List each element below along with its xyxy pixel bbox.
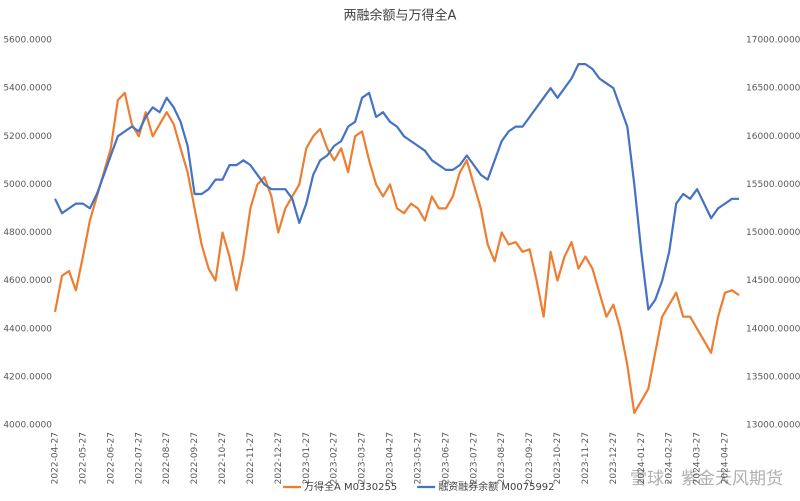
y2-tick-label: 16500.0000 bbox=[746, 84, 800, 94]
y2-tick-label: 15500.0000 bbox=[746, 180, 800, 190]
y-tick-label: 5200.0000 bbox=[3, 132, 52, 142]
y2-tick-label: 16000.0000 bbox=[746, 132, 800, 142]
y2-tick-label: 17000.0000 bbox=[746, 36, 800, 46]
y-tick-label: 4400.0000 bbox=[3, 324, 52, 334]
y-tick-label: 5400.0000 bbox=[3, 84, 52, 94]
x-tick-label: 2024-02-27 bbox=[665, 432, 675, 484]
x-tick-label: 2023-05-27 bbox=[413, 432, 423, 484]
x-tick-label: 2022-09-27 bbox=[190, 432, 200, 484]
x-tick-label: 2023-04-27 bbox=[386, 432, 396, 484]
y-tick-label: 5600.0000 bbox=[3, 36, 52, 46]
legend-label: 万得全A M0330255 bbox=[304, 480, 397, 493]
x-tick-label: 2023-07-27 bbox=[469, 432, 479, 484]
x-tick-label: 2022-05-27 bbox=[78, 432, 88, 484]
y-tick-label: 4000.0000 bbox=[3, 421, 52, 431]
x-tick-label: 2023-01-27 bbox=[302, 432, 312, 484]
x-tick-label: 2023-12-27 bbox=[609, 432, 619, 484]
legend-label: 融资融券余额 M0075992 bbox=[438, 480, 554, 493]
y-tick-label: 4600.0000 bbox=[3, 276, 52, 286]
y-tick-label: 4200.0000 bbox=[3, 372, 52, 382]
x-tick-label: 2023-06-27 bbox=[441, 432, 451, 484]
x-tick-label: 2022-04-27 bbox=[51, 432, 61, 484]
data-line bbox=[53, 91, 740, 415]
y2-tick-label: 15000.0000 bbox=[746, 228, 800, 238]
y2-tick-label: 13000.0000 bbox=[746, 421, 800, 431]
y-tick-label: 4800.0000 bbox=[3, 228, 52, 238]
x-tick-label: 2023-03-27 bbox=[358, 432, 368, 484]
y-tick-label: 5000.0000 bbox=[3, 180, 52, 190]
y2-tick-label: 14500.0000 bbox=[746, 276, 800, 286]
data-line bbox=[54, 62, 739, 311]
x-tick-label: 2023-08-27 bbox=[497, 432, 507, 484]
x-tick-label: 2022-11-27 bbox=[246, 432, 256, 484]
watermark: 雪球：紫金天风期货 bbox=[630, 469, 783, 489]
x-tick-label: 2022-10-27 bbox=[218, 432, 228, 484]
y2-tick-label: 13500.0000 bbox=[746, 372, 800, 382]
x-tick-label: 2023-09-27 bbox=[525, 432, 535, 484]
x-tick-label: 2024-03-27 bbox=[693, 432, 703, 484]
x-tick-label: 2023-02-27 bbox=[330, 432, 340, 484]
y2-tick-label: 14000.0000 bbox=[746, 324, 800, 334]
x-tick-label: 2023-10-27 bbox=[553, 432, 563, 484]
x-tick-label: 2024-04-27 bbox=[721, 432, 731, 484]
x-tick-label: 2022-08-27 bbox=[162, 432, 172, 484]
x-tick-label: 2022-07-27 bbox=[134, 432, 144, 484]
x-tick-label: 2024-01-27 bbox=[637, 432, 647, 484]
x-tick-label: 2022-12-27 bbox=[274, 432, 284, 484]
x-tick-label: 2023-11-27 bbox=[581, 432, 591, 484]
chart-title: 两融余额与万得全A bbox=[344, 8, 457, 24]
x-tick-label: 2022-06-27 bbox=[106, 432, 116, 484]
